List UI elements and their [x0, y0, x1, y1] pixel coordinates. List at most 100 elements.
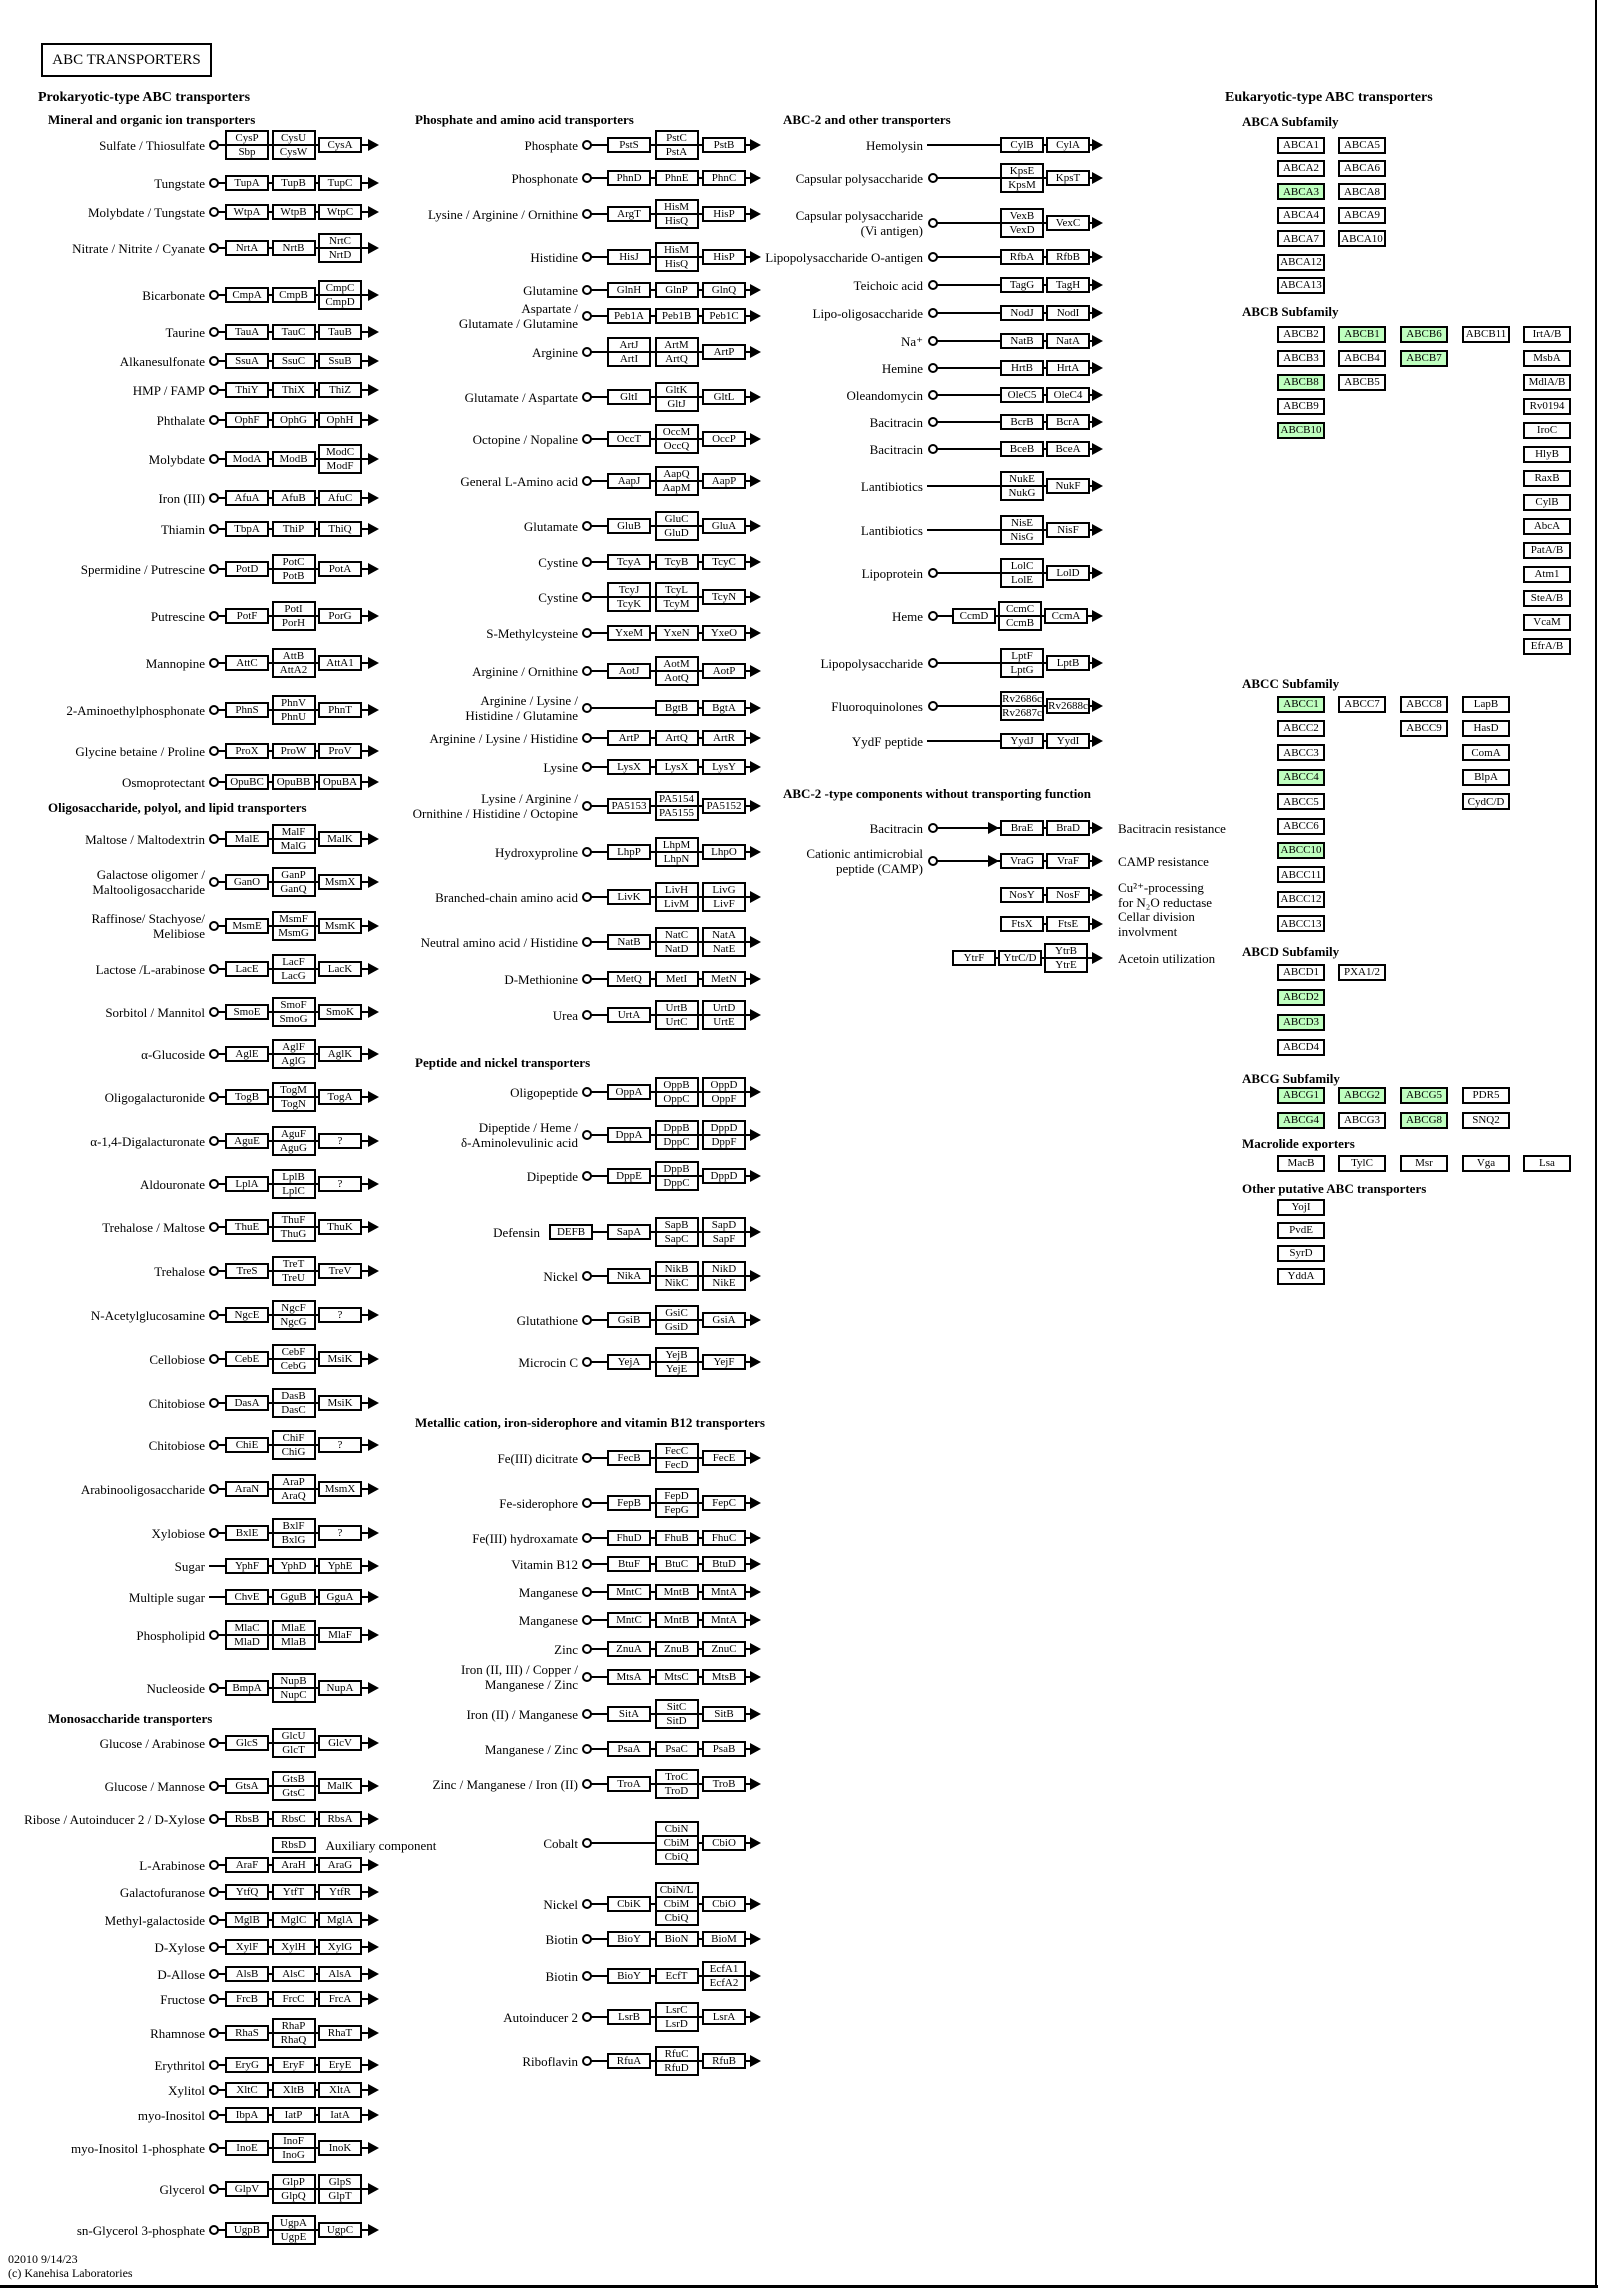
gene-box[interactable]: NisG: [1000, 529, 1044, 545]
gene-box[interactable]: ABCA9: [1338, 206, 1386, 224]
gene-box[interactable]: ABCB5: [1338, 373, 1386, 391]
gene-box[interactable]: Rv0194: [1523, 397, 1571, 415]
gene-box[interactable]: SyrD: [1277, 1244, 1325, 1262]
gene-box[interactable]: AglG: [271, 1053, 316, 1069]
gene-box[interactable]: TogA: [318, 1089, 362, 1105]
gene-box[interactable]: PA5155: [654, 805, 699, 821]
gene-box[interactable]: ?: [318, 1307, 362, 1323]
gene-box[interactable]: ABCD2: [1277, 988, 1325, 1006]
gene-box[interactable]: TcyK: [607, 596, 651, 612]
gene-box[interactable]: CylB: [1523, 493, 1571, 511]
gene-box[interactable]: AttA2: [271, 662, 316, 678]
gene-box[interactable]: ?: [318, 1525, 362, 1541]
gene-box[interactable]: ArtP: [607, 730, 651, 746]
gene-box[interactable]: PDR5: [1462, 1086, 1510, 1104]
gene-box[interactable]: YphF: [225, 1558, 269, 1574]
gene-box[interactable]: LysX: [607, 759, 651, 775]
gene-box[interactable]: RfuB: [702, 2053, 746, 2069]
gene-box[interactable]: DasA: [225, 1395, 269, 1411]
gene-box[interactable]: WtpB: [271, 204, 316, 220]
gene-box[interactable]: BtuD: [702, 1556, 746, 1572]
gene-box[interactable]: ABCB6: [1400, 325, 1448, 343]
gene-box[interactable]: NgcE: [225, 1307, 269, 1323]
gene-box[interactable]: ABCC2: [1277, 719, 1325, 737]
gene-box[interactable]: MsmX: [318, 874, 362, 890]
gene-box[interactable]: RfbB: [1046, 249, 1090, 265]
gene-box[interactable]: MtsA: [607, 1669, 651, 1685]
gene-box[interactable]: OccT: [607, 431, 651, 447]
gene-box[interactable]: MntC: [607, 1612, 651, 1628]
gene-box[interactable]: GlpS: [318, 2174, 362, 2190]
gene-box[interactable]: CmpA: [225, 287, 269, 303]
gene-box[interactable]: BraD: [1046, 820, 1090, 836]
gene-box[interactable]: TcyN: [702, 589, 746, 605]
gene-box[interactable]: ProV: [318, 743, 362, 759]
gene-box[interactable]: AotP: [702, 663, 746, 679]
gene-box[interactable]: UrtB: [654, 1000, 699, 1016]
gene-box[interactable]: TreV: [318, 1263, 362, 1279]
gene-box[interactable]: GsiB: [607, 1312, 651, 1328]
gene-box[interactable]: RfbA: [1000, 249, 1044, 265]
gene-box[interactable]: MalE: [225, 831, 269, 847]
gene-box[interactable]: YojI: [1277, 1198, 1325, 1216]
gene-box[interactable]: OpuBC: [225, 774, 269, 790]
gene-box[interactable]: LolD: [1046, 565, 1090, 581]
gene-box[interactable]: FhuD: [607, 1530, 651, 1546]
gene-box[interactable]: AttC: [225, 655, 269, 671]
gene-box[interactable]: NrtD: [318, 247, 362, 263]
gene-box[interactable]: AttA1: [318, 655, 362, 671]
gene-box[interactable]: UgpE: [271, 2229, 316, 2245]
gene-box[interactable]: AbcA: [1523, 517, 1571, 535]
gene-box[interactable]: MsbA: [1523, 349, 1571, 367]
gene-box[interactable]: ABCB8: [1277, 373, 1325, 391]
gene-box[interactable]: MglB: [225, 1912, 269, 1928]
gene-box[interactable]: Peb1C: [702, 308, 746, 324]
gene-box[interactable]: NukF: [1046, 478, 1090, 494]
gene-box[interactable]: GtsA: [225, 1778, 269, 1794]
gene-box[interactable]: FecD: [654, 1457, 699, 1473]
gene-box[interactable]: KpsE: [1000, 163, 1044, 179]
gene-box[interactable]: CbiM: [654, 1835, 699, 1851]
gene-box[interactable]: FepC: [702, 1495, 746, 1511]
gene-box[interactable]: AotJ: [607, 663, 651, 679]
gene-box[interactable]: AglE: [225, 1046, 269, 1062]
gene-box[interactable]: CylB: [1000, 137, 1044, 153]
gene-box[interactable]: ABCB3: [1277, 349, 1325, 367]
gene-box[interactable]: YejF: [702, 1354, 746, 1370]
gene-box[interactable]: KpsM: [1000, 177, 1044, 193]
gene-box[interactable]: ABCC9: [1400, 719, 1448, 737]
gene-box[interactable]: SapF: [702, 1231, 746, 1247]
gene-box[interactable]: MsmG: [271, 925, 316, 941]
gene-box[interactable]: YtrF: [952, 950, 996, 966]
gene-box[interactable]: AlsC: [271, 1966, 316, 1982]
gene-box[interactable]: CcmB: [998, 615, 1042, 631]
gene-box[interactable]: YxeO: [702, 625, 746, 641]
gene-box[interactable]: LapB: [1462, 695, 1510, 713]
gene-box[interactable]: GlnH: [607, 282, 651, 298]
gene-box[interactable]: Atm1: [1523, 565, 1571, 583]
gene-box[interactable]: ArtP: [702, 344, 746, 360]
gene-box[interactable]: BceB: [1000, 441, 1044, 457]
gene-box[interactable]: MdlA/B: [1523, 373, 1571, 391]
gene-box[interactable]: IbpA: [225, 2107, 269, 2123]
gene-box[interactable]: MlaF: [318, 1627, 362, 1643]
gene-box[interactable]: MsiK: [318, 1351, 362, 1367]
gene-box[interactable]: TogN: [271, 1096, 316, 1112]
gene-box[interactable]: TreU: [271, 1270, 316, 1286]
gene-box[interactable]: UrtC: [654, 1014, 699, 1030]
gene-box[interactable]: SmoG: [271, 1011, 316, 1027]
gene-box[interactable]: MntA: [702, 1584, 746, 1600]
gene-box[interactable]: Peb1A: [607, 308, 651, 324]
gene-box[interactable]: OleC4: [1046, 387, 1090, 403]
gene-box[interactable]: ABCG3: [1338, 1111, 1386, 1129]
gene-box[interactable]: ZnuC: [702, 1641, 746, 1657]
gene-box[interactable]: YejE: [654, 1361, 699, 1377]
gene-box[interactable]: AraG: [318, 1857, 362, 1873]
gene-box[interactable]: ABCG4: [1277, 1111, 1325, 1129]
gene-box[interactable]: MsmK: [318, 918, 362, 934]
gene-box[interactable]: ABCA10: [1338, 230, 1386, 248]
gene-box[interactable]: RhaT: [318, 2025, 362, 2041]
gene-box[interactable]: OppA: [607, 1084, 651, 1100]
gene-box[interactable]: SNQ2: [1462, 1111, 1510, 1129]
gene-box[interactable]: CylA: [1046, 137, 1090, 153]
